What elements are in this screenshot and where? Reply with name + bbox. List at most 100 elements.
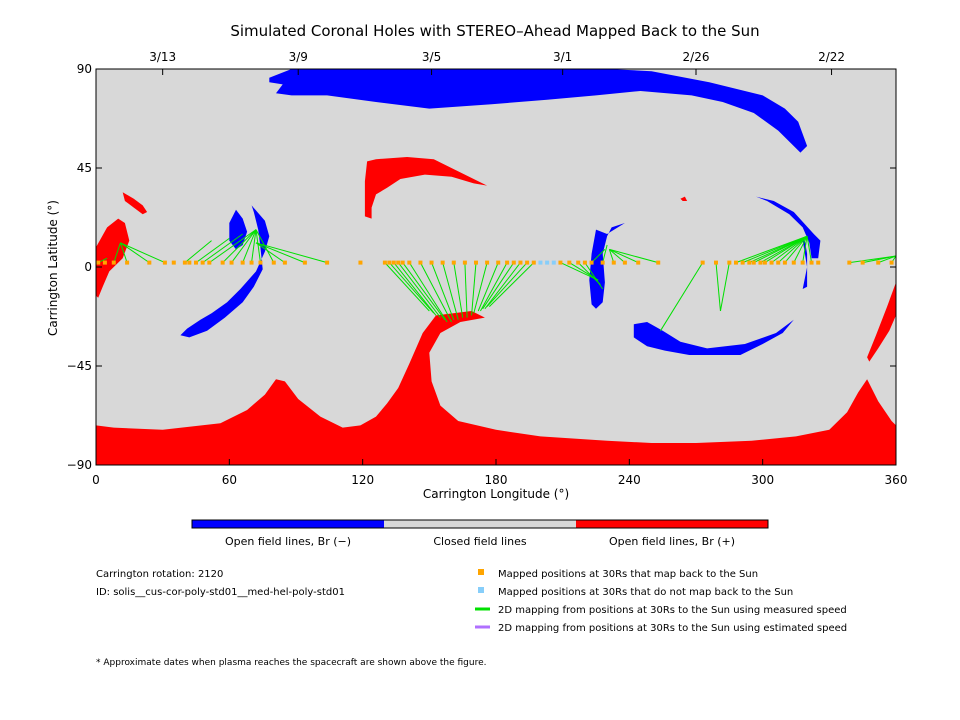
mapped-position-point-52 — [714, 260, 718, 265]
mapped-position-point-9 — [194, 260, 198, 265]
mapped-position-point-36 — [505, 260, 510, 265]
y-tick-label-1: 45 — [77, 161, 92, 175]
measured-speed-line-64 — [878, 255, 897, 264]
x-tick-label-6: 360 — [885, 473, 908, 487]
measured-speed-line-36 — [488, 262, 535, 307]
measured-speed-line-34 — [484, 262, 521, 310]
measured-speed-line-10 — [231, 229, 257, 263]
mapped-points — [96, 260, 894, 265]
measured-speed-line-9 — [222, 229, 257, 263]
mapped-position-point-1 — [102, 260, 107, 265]
measured-speed-line-41 — [591, 249, 606, 263]
negative-open-region-9 — [589, 223, 625, 309]
x-tick-label-2: 120 — [351, 473, 374, 487]
measured-speed-line-37 — [560, 262, 599, 281]
measured-speed-line-6 — [195, 237, 230, 264]
mapped-position-point-20 — [325, 260, 330, 265]
mapped-position-point-32 — [462, 260, 467, 265]
legend-label-estimated: 2D mapping from positions at 30Rs to the… — [498, 623, 847, 634]
mapped-position-point-13 — [229, 260, 234, 265]
mapped-position-point-61 — [776, 260, 781, 265]
x-tick-label-4: 240 — [618, 473, 641, 487]
positive-open-region-2 — [122, 192, 148, 215]
legend-label-measured: 2D mapping from positions at 30Rs to the… — [498, 605, 847, 616]
chart-title: Simulated Coronal Holes with STEREO–Ahea… — [230, 22, 759, 40]
x-axis-label: Carrington Longitude (°) — [423, 487, 569, 501]
measured-speed-line-3 — [120, 242, 150, 264]
mapped-position-point-64 — [800, 260, 805, 265]
measured-speed-line-57 — [777, 235, 808, 263]
mapped-position-point-69 — [876, 260, 881, 265]
mapped-position-point-62 — [782, 260, 787, 265]
measured-speed-line-26 — [442, 262, 459, 320]
measured-speed-line-55 — [764, 235, 808, 264]
mapped-position-point-22 — [382, 260, 387, 265]
legend-label-mapped: Mapped positions at 30Rs that map back t… — [498, 569, 758, 580]
measured-speed-line-35 — [486, 262, 528, 307]
mapped-position-point-58 — [758, 260, 763, 265]
mapped-position-point-49 — [636, 260, 641, 265]
colorbar-label-negative: Open field lines, Br (−) — [225, 535, 351, 548]
mapped-position-point-43 — [576, 260, 581, 265]
y-tick-label-2: 0 — [84, 260, 92, 274]
mapped-position-point-11 — [207, 260, 212, 265]
mapped-position-point-16 — [258, 260, 263, 265]
mapped-position-point-8 — [187, 260, 192, 265]
mapped-position-point-65 — [809, 260, 814, 265]
measured-speed-line-13 — [255, 229, 261, 263]
mapped-position-point-0 — [96, 260, 101, 265]
mapped-position-point-6 — [171, 260, 176, 265]
measured-speed-line-59 — [793, 235, 808, 263]
mapped-position-point-41 — [558, 260, 563, 265]
mapped-position-point-2 — [111, 260, 116, 265]
mapped-position-point-14 — [240, 260, 245, 265]
mapped-position-point-33 — [474, 260, 478, 265]
negative-open-region-12 — [802, 240, 808, 289]
colorbar: Open field lines, Br (−) Closed field li… — [191, 519, 769, 548]
negative-open-region-11 — [633, 319, 794, 355]
negative-open-region-6 — [269, 69, 808, 153]
measured-speed-line-27 — [453, 262, 464, 318]
measured-speed-line-21 — [397, 262, 441, 318]
measured-speed-line-2 — [119, 242, 128, 263]
mapped-position-point-53 — [727, 260, 732, 265]
positive-open-region-5 — [680, 196, 688, 201]
top-date-tick-label-2: 3/5 — [422, 50, 441, 64]
carrington-rotation: Carrington rotation: 2120 — [96, 569, 223, 580]
legend-label-unmapped: Mapped positions at 30Rs that do not map… — [498, 587, 793, 598]
mapped-position-point-45 — [589, 260, 594, 265]
measured-speed-line-29 — [471, 262, 477, 316]
measured-speed-line-1 — [113, 242, 121, 263]
measured-speed-line-58 — [784, 235, 808, 263]
measured-speed-line-24 — [420, 262, 452, 323]
mapped-position-point-39 — [525, 260, 530, 265]
y-tick-label-0: 90 — [77, 62, 92, 76]
measured-speed-line-19 — [388, 262, 435, 314]
measured-speed-line-18 — [384, 262, 430, 312]
mapped-position-point-19 — [302, 260, 307, 265]
y-tick-label-3: −45 — [67, 359, 92, 373]
colorbar-label-positive: Open field lines, Br (+) — [609, 535, 735, 548]
mapped-position-point-35 — [496, 260, 501, 265]
mapped-position-point-42 — [567, 260, 572, 265]
mapped-position-point-48 — [622, 260, 627, 265]
measured-speed-line-11 — [242, 229, 257, 263]
top-date-tick-label-5: 2/22 — [818, 50, 845, 64]
colorbar-label-closed: Closed field lines — [433, 535, 527, 548]
measured-speed-line-20 — [393, 262, 437, 316]
measured-speed-line-28 — [464, 262, 468, 318]
measured-speed-line-45 — [609, 248, 639, 264]
colorbar-frame — [191, 519, 769, 529]
top-date-tick-label-3: 3/1 — [553, 50, 572, 64]
colorbar-closed-segment — [384, 520, 576, 528]
coronal-hole-regions — [96, 69, 896, 465]
axes: 0 60 120 180 240 300 360 90 45 0 −45 −90 3/13 3/9 3/5 3… — [67, 50, 908, 487]
mapped-position-point-12 — [220, 260, 225, 265]
mapped-position-point-5 — [162, 260, 167, 265]
mapping-lines — [98, 229, 897, 332]
mapped-position-point-3 — [125, 260, 130, 265]
measured-speed-line-4 — [120, 242, 166, 264]
mapped-position-point-17 — [271, 260, 276, 265]
mapped-position-point-21 — [358, 260, 363, 265]
